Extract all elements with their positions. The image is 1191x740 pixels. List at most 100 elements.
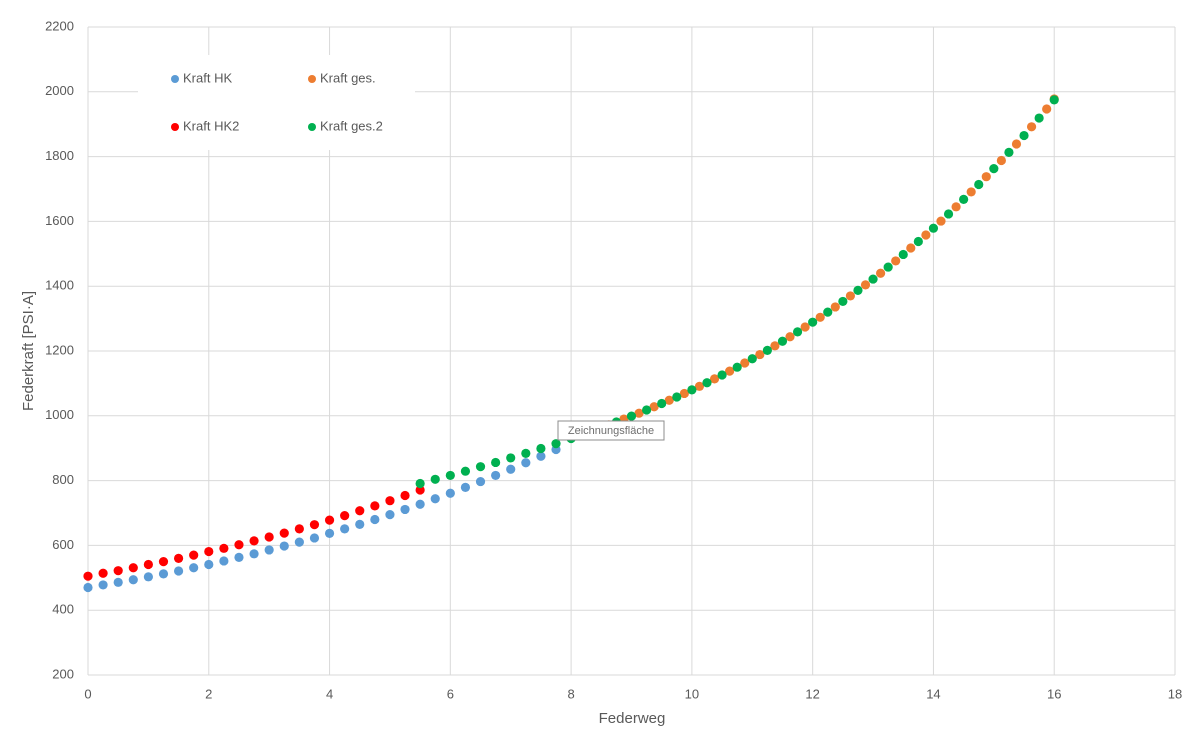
point — [98, 580, 108, 590]
x-tick-label: 14 — [926, 686, 940, 701]
y-tick-label: 2000 — [45, 83, 74, 98]
point — [785, 332, 795, 342]
point — [959, 194, 969, 204]
point — [1042, 104, 1052, 114]
point — [936, 216, 946, 226]
point — [536, 451, 546, 461]
point — [521, 448, 531, 458]
point — [1034, 113, 1044, 123]
point — [309, 520, 320, 530]
y-tick-label: 400 — [52, 602, 74, 617]
point — [747, 354, 757, 364]
point — [370, 501, 380, 511]
x-tick-label: 18 — [1168, 686, 1182, 701]
point — [370, 514, 380, 525]
legend-label: Kraft HK2 — [183, 118, 239, 133]
point — [415, 485, 425, 495]
point — [264, 532, 274, 542]
point — [234, 540, 244, 550]
point — [906, 243, 916, 253]
point — [815, 312, 825, 322]
point — [415, 478, 425, 489]
legend: Kraft HK Kraft ges. Kraft HK2 Kraft ges.2 — [138, 55, 415, 150]
y-tick-label: 1200 — [45, 342, 74, 357]
y-axis-title: Federkraft [PSI·A] — [20, 291, 37, 411]
point — [83, 582, 93, 593]
point — [249, 536, 259, 546]
point — [1019, 130, 1029, 141]
legend-marker — [171, 123, 179, 131]
point — [989, 163, 999, 174]
x-tick-label: 10 — [685, 686, 699, 701]
point — [702, 378, 712, 388]
point — [506, 464, 516, 474]
point — [460, 482, 471, 493]
x-tick-label: 8 — [567, 686, 574, 701]
point — [189, 550, 199, 560]
y-tick-label: 600 — [52, 537, 74, 552]
point — [173, 566, 184, 576]
point — [430, 474, 440, 484]
point — [981, 172, 991, 182]
point — [641, 405, 652, 415]
series — [83, 485, 425, 581]
point — [309, 533, 320, 543]
point — [634, 408, 644, 418]
point — [792, 327, 803, 337]
point — [966, 187, 976, 197]
point — [853, 285, 863, 296]
point — [400, 504, 410, 515]
tooltip-text: Zeichnungsfläche — [568, 425, 654, 437]
point — [845, 291, 856, 301]
point — [996, 155, 1006, 166]
tooltip: Zeichnungsfläche — [557, 420, 665, 441]
point — [777, 336, 788, 346]
legend-marker — [308, 123, 316, 131]
point — [868, 274, 878, 284]
point — [943, 209, 954, 219]
point — [279, 541, 289, 551]
point — [355, 519, 365, 529]
x-tick-label: 6 — [447, 686, 454, 701]
point — [951, 202, 961, 212]
y-tick-label: 800 — [52, 472, 74, 487]
x-tick-label: 16 — [1047, 686, 1061, 701]
point — [279, 528, 289, 538]
point — [725, 366, 735, 376]
point — [876, 268, 886, 278]
point — [355, 506, 365, 516]
y-tick-label: 1400 — [45, 278, 74, 293]
point — [113, 566, 123, 576]
point — [491, 457, 501, 468]
point — [219, 556, 229, 566]
point — [445, 488, 455, 498]
x-tick-label: 0 — [84, 686, 91, 701]
point — [717, 370, 727, 380]
point — [128, 575, 138, 585]
point — [679, 388, 689, 399]
legend-marker — [308, 75, 316, 83]
point — [536, 443, 546, 454]
point — [143, 559, 153, 570]
point — [143, 572, 153, 582]
point — [340, 524, 350, 534]
point — [1004, 147, 1014, 157]
point — [415, 499, 425, 509]
legend-label: Kraft ges. — [320, 70, 376, 85]
y-tick-label: 2200 — [45, 18, 74, 33]
x-tick-label: 4 — [326, 686, 333, 701]
point — [385, 510, 395, 520]
point — [1026, 122, 1037, 132]
point — [687, 385, 697, 395]
y-tick-label: 1000 — [45, 407, 74, 422]
point — [1049, 95, 1059, 105]
point — [551, 439, 561, 449]
series — [83, 444, 561, 593]
point — [98, 568, 108, 578]
legend-marker — [171, 75, 179, 83]
point — [657, 398, 667, 409]
point — [340, 510, 350, 521]
point — [189, 563, 199, 573]
point — [913, 236, 923, 247]
